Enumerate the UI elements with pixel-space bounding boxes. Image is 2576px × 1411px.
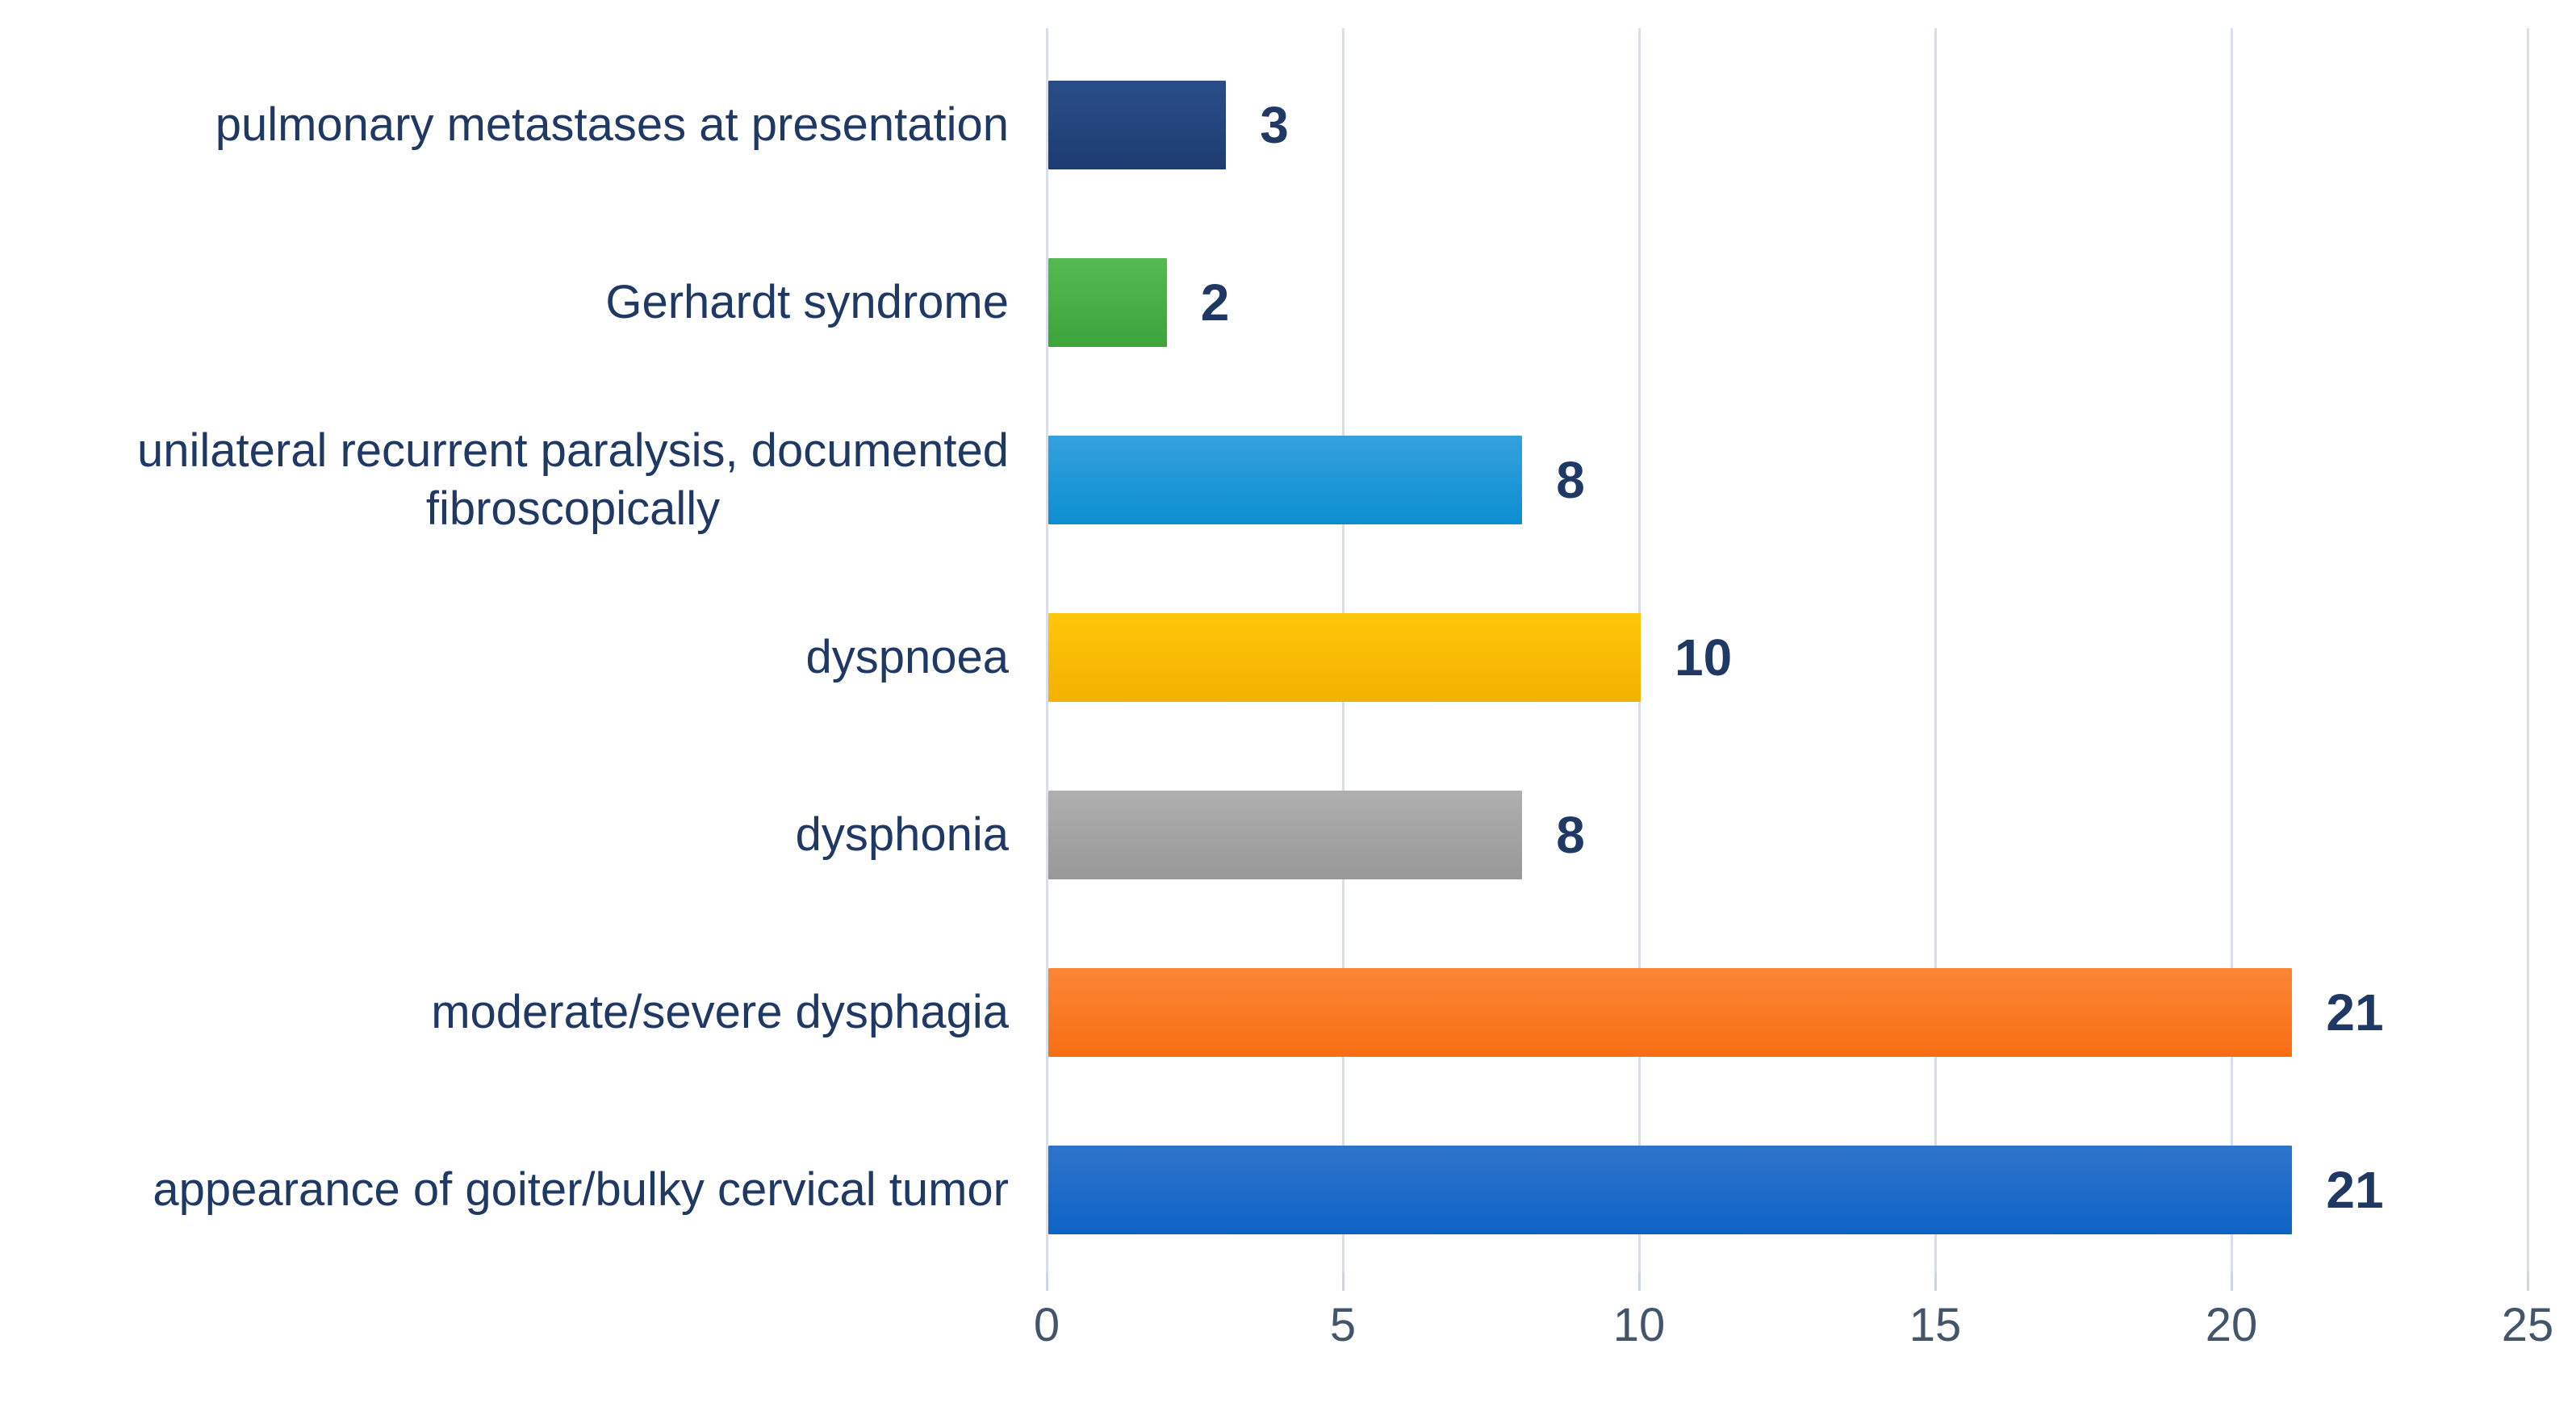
category-label-box: pulmonary metastases at presentation (0, 36, 1009, 214)
x-axis-tick-label: 25 (2501, 1299, 2554, 1351)
gridline-x-15 (1934, 28, 1937, 1272)
category-label: moderate/severe dysphagia (431, 985, 1009, 1038)
bar-orange (1048, 968, 2293, 1057)
category-label: dysphonia (795, 808, 1009, 861)
tickmark-x-0 (1046, 1272, 1048, 1291)
tickmark-x-20 (2231, 1272, 2233, 1291)
value-label: 3 (1260, 96, 1289, 154)
tickmark-x-5 (1342, 1272, 1344, 1291)
gridline-x-25 (2527, 28, 2529, 1272)
category-label: appearance of goiter/bulky cervical tumo… (153, 1163, 1009, 1216)
value-label: 21 (2326, 983, 2384, 1042)
category-label: unilateral recurrent paralysis, document… (137, 424, 1009, 536)
bar-light-blue (1048, 436, 1523, 524)
gridline-x-20 (2231, 28, 2233, 1272)
tickmark-x-10 (1638, 1272, 1641, 1291)
bar-green (1048, 258, 1167, 347)
x-axis-tick-label: 5 (1329, 1299, 1357, 1351)
category-label: Gerhardt syndrome (605, 275, 1009, 328)
bar-dark-navy (1048, 81, 1227, 169)
value-label: 21 (2326, 1161, 2384, 1219)
category-label: pulmonary metastases at presentation (215, 98, 1009, 151)
gridline-x-0 (1046, 28, 1048, 1272)
value-label: 10 (1675, 628, 1733, 687)
category-label: dyspnoea (805, 630, 1009, 683)
x-axis-tick-label: 10 (1612, 1299, 1666, 1351)
bar-gray (1048, 791, 1523, 879)
category-label-box: dysphonia (0, 746, 1009, 924)
x-axis-tick-label: 0 (1033, 1299, 1060, 1351)
category-label-box: appearance of goiter/bulky cervical tumo… (0, 1101, 1009, 1279)
bar-gold (1048, 613, 1641, 702)
value-label: 8 (1556, 451, 1585, 509)
bar-blue (1048, 1146, 2293, 1234)
value-label: 2 (1200, 273, 1230, 332)
x-axis-tick-label: 20 (2205, 1299, 2258, 1351)
category-label-box: moderate/severe dysphagia (0, 924, 1009, 1101)
tickmark-x-25 (2527, 1272, 2529, 1291)
tickmark-x-15 (1934, 1272, 1937, 1291)
category-label-box: unilateral recurrent paralysis, document… (0, 391, 1009, 569)
value-label: 8 (1556, 806, 1585, 864)
category-label-box: Gerhardt syndrome (0, 214, 1009, 391)
x-axis-tick-label: 15 (1909, 1299, 1962, 1351)
category-label-box: dyspnoea (0, 569, 1009, 746)
